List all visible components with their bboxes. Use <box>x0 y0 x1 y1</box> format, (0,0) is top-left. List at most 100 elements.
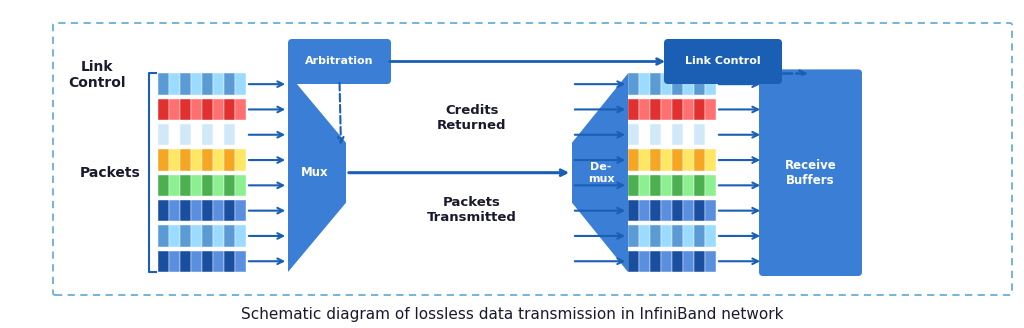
Bar <box>191 200 202 221</box>
Bar <box>639 149 650 171</box>
Bar <box>234 251 246 272</box>
Bar <box>202 124 213 146</box>
Bar <box>224 225 234 247</box>
Bar <box>705 225 716 247</box>
Bar <box>650 174 662 196</box>
Bar <box>158 149 169 171</box>
Bar <box>169 149 180 171</box>
Bar <box>191 149 202 171</box>
Bar <box>213 225 224 247</box>
Text: Arbitration: Arbitration <box>305 56 374 67</box>
Bar <box>662 149 672 171</box>
Bar <box>639 73 650 95</box>
Text: Link
Control: Link Control <box>69 60 126 90</box>
FancyBboxPatch shape <box>288 39 391 84</box>
Bar <box>180 124 191 146</box>
Bar <box>191 73 202 95</box>
Bar <box>694 149 705 171</box>
Bar <box>234 174 246 196</box>
Bar <box>628 200 639 221</box>
Bar <box>639 251 650 272</box>
Bar <box>213 251 224 272</box>
Bar <box>683 225 694 247</box>
Bar <box>694 73 705 95</box>
Bar <box>234 99 246 120</box>
Bar <box>158 251 169 272</box>
Bar <box>224 124 234 146</box>
Bar <box>672 73 683 95</box>
Bar <box>662 99 672 120</box>
Bar <box>650 200 662 221</box>
Text: Credits
Returned: Credits Returned <box>437 104 507 132</box>
Text: De-
mux: De- mux <box>588 162 614 183</box>
Polygon shape <box>572 73 628 272</box>
Bar <box>213 149 224 171</box>
Bar <box>694 200 705 221</box>
Bar <box>662 174 672 196</box>
Bar <box>224 99 234 120</box>
Bar <box>191 124 202 146</box>
Bar <box>180 149 191 171</box>
Bar <box>683 124 694 146</box>
Bar <box>662 200 672 221</box>
Bar <box>639 200 650 221</box>
Bar <box>169 200 180 221</box>
Bar <box>213 73 224 95</box>
Bar <box>672 99 683 120</box>
Bar <box>158 73 169 95</box>
Bar <box>650 251 662 272</box>
FancyBboxPatch shape <box>664 39 782 84</box>
Bar <box>224 73 234 95</box>
Bar <box>180 200 191 221</box>
Bar <box>158 225 169 247</box>
Bar <box>672 200 683 221</box>
Bar <box>224 251 234 272</box>
Bar <box>705 99 716 120</box>
Bar <box>650 149 662 171</box>
Bar <box>191 99 202 120</box>
Bar <box>224 174 234 196</box>
Bar <box>694 124 705 146</box>
Bar <box>213 99 224 120</box>
Bar <box>169 73 180 95</box>
Bar <box>672 225 683 247</box>
Bar <box>169 124 180 146</box>
Bar <box>158 174 169 196</box>
Bar <box>169 99 180 120</box>
Bar <box>202 225 213 247</box>
Text: Link Control: Link Control <box>685 56 761 67</box>
Bar <box>628 174 639 196</box>
Bar <box>224 149 234 171</box>
Bar <box>683 73 694 95</box>
Bar <box>694 174 705 196</box>
Bar <box>180 73 191 95</box>
Bar <box>202 99 213 120</box>
Bar <box>628 73 639 95</box>
Bar <box>169 251 180 272</box>
Bar <box>672 124 683 146</box>
Bar <box>672 251 683 272</box>
Bar <box>180 174 191 196</box>
Text: Schematic diagram of lossless data transmission in InfiniBand network: Schematic diagram of lossless data trans… <box>241 306 783 321</box>
Bar <box>662 251 672 272</box>
Bar <box>650 73 662 95</box>
Bar <box>191 174 202 196</box>
Bar <box>683 149 694 171</box>
Bar <box>639 99 650 120</box>
Bar <box>694 251 705 272</box>
Bar <box>683 99 694 120</box>
Bar <box>705 251 716 272</box>
Bar <box>234 73 246 95</box>
Bar <box>234 200 246 221</box>
Bar <box>650 124 662 146</box>
Bar <box>213 124 224 146</box>
Bar <box>202 200 213 221</box>
Bar <box>169 225 180 247</box>
Bar <box>180 225 191 247</box>
Bar <box>705 149 716 171</box>
Text: Receive
Buffers: Receive Buffers <box>784 159 837 187</box>
Bar <box>683 200 694 221</box>
Bar <box>158 99 169 120</box>
Text: Packets
Transmitted: Packets Transmitted <box>427 196 517 224</box>
Bar <box>180 251 191 272</box>
